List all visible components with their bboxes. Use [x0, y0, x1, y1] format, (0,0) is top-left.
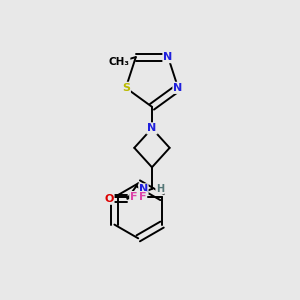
Text: N: N [147, 123, 157, 134]
Text: F: F [139, 192, 146, 202]
Text: H: H [156, 184, 164, 194]
Text: O: O [104, 194, 113, 204]
Text: N: N [164, 52, 173, 62]
Text: S: S [122, 83, 130, 93]
Text: N: N [173, 83, 183, 93]
Text: N: N [139, 184, 148, 194]
Text: F: F [130, 192, 138, 202]
Text: CH₃: CH₃ [108, 57, 129, 67]
